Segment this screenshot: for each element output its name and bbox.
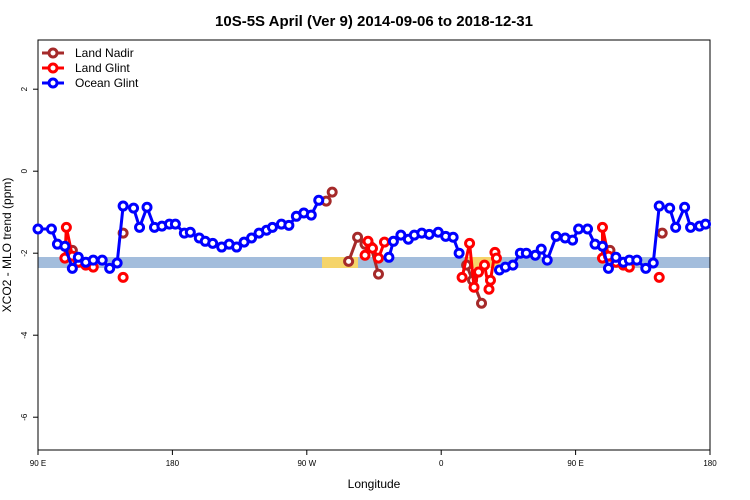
data-point (184, 226, 196, 238)
data-point (246, 232, 258, 244)
data-point (266, 221, 278, 233)
data-point (529, 249, 541, 261)
y-tick-label: 2 (20, 86, 29, 91)
x-tick-label: 0 (439, 459, 444, 468)
plot-frame (37, 39, 711, 451)
data-point (490, 252, 502, 264)
data-point (169, 218, 181, 230)
x-tick-label: 90 E (30, 459, 46, 468)
data-point (87, 254, 99, 266)
data-point (582, 223, 594, 235)
data-point (631, 254, 643, 266)
data-point (596, 221, 608, 233)
data-point (456, 271, 468, 283)
data-point (507, 259, 519, 271)
data-point (372, 268, 384, 280)
data-point (117, 200, 129, 212)
legend-marker (47, 47, 59, 59)
data-point (479, 259, 491, 271)
data-point (664, 202, 676, 214)
data-point (610, 251, 622, 263)
data-point (104, 262, 116, 274)
legend-label: Land Glint (75, 61, 130, 75)
data-point (117, 271, 129, 283)
data-point (550, 230, 562, 242)
x-tick-label: 90 E (567, 459, 583, 468)
data-point (647, 257, 659, 269)
data-point (484, 274, 496, 286)
data-point (653, 200, 665, 212)
data-point (383, 251, 395, 263)
y-tick-label: -2 (20, 249, 29, 257)
data-point (473, 266, 485, 278)
data-point (453, 247, 465, 259)
data-point (596, 240, 608, 252)
data-point (685, 221, 697, 233)
data-point (305, 209, 317, 221)
data-point (352, 231, 364, 243)
legend-label: Land Nadir (75, 46, 134, 60)
data-point (653, 271, 665, 283)
data-point (372, 252, 384, 264)
data-point (535, 243, 547, 255)
x-tick-label: 180 (703, 459, 717, 468)
x-tick-label: 90 W (297, 459, 316, 468)
y-axis-label: XCO2 - MLO trend (ppm) (0, 178, 14, 313)
data-point (141, 201, 153, 213)
legend-label: Ocean Glint (75, 76, 139, 90)
data-point (326, 186, 338, 198)
data-point (283, 219, 295, 231)
data-point (447, 231, 459, 243)
data-point (541, 254, 553, 266)
data-point (656, 227, 668, 239)
data-point (207, 237, 219, 249)
data-point (476, 297, 488, 309)
legend-marker (47, 62, 59, 74)
x-tick-label: 180 (166, 459, 180, 468)
data-point (313, 194, 325, 206)
data-point (602, 262, 614, 274)
chart-title: 10S-5S April (Ver 9) 2014-09-06 to 2018-… (215, 13, 533, 30)
y-tick-label: -6 (20, 413, 29, 421)
data-point (679, 201, 691, 213)
data-point (60, 221, 72, 233)
data-point (567, 234, 579, 246)
legend-marker (47, 77, 59, 89)
data-point (128, 202, 140, 214)
data-point (66, 262, 78, 274)
data-point (32, 223, 44, 235)
data-point (96, 254, 108, 266)
data-point (464, 237, 476, 249)
data-point (367, 242, 379, 254)
y-tick-label: 0 (20, 168, 29, 173)
x-axis-label: Longitude (348, 477, 401, 491)
data-point (700, 218, 712, 230)
data-point (640, 262, 652, 274)
data-point (45, 223, 57, 235)
data-point (670, 221, 682, 233)
data-point (134, 221, 146, 233)
data-point (343, 255, 355, 267)
data-point (468, 281, 480, 293)
data-point (423, 228, 435, 240)
data-point (72, 251, 84, 263)
land-band (322, 257, 358, 268)
data-point (520, 247, 532, 259)
data-point (483, 283, 495, 295)
y-tick-label: -4 (20, 331, 29, 339)
data-point (59, 240, 71, 252)
data-point (378, 236, 390, 248)
data-point (231, 241, 243, 253)
data-point (111, 257, 123, 269)
data-point (573, 223, 585, 235)
data-point (359, 249, 371, 261)
data-point (387, 235, 399, 247)
